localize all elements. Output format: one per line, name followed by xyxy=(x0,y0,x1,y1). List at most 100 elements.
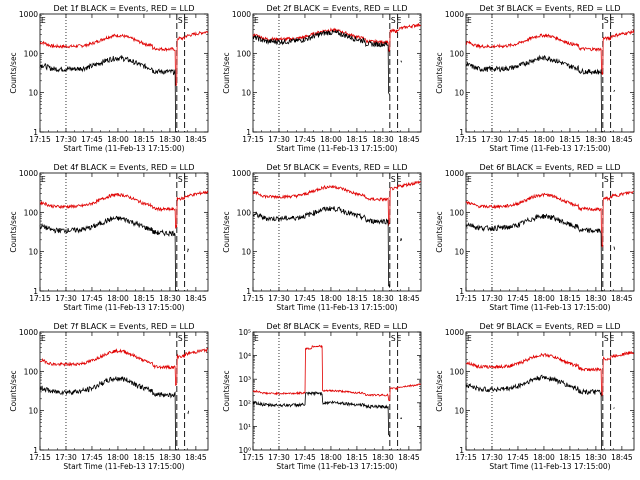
plot-frame xyxy=(465,13,635,133)
start-marker-label: S xyxy=(604,16,609,25)
x-tick-label: 18:30 xyxy=(585,453,607,462)
x-tick-label: 18:45 xyxy=(185,453,207,462)
end-marker-label: E xyxy=(397,175,402,184)
panel-det-5: Det 5f BLACK = Events, RED = LLD 1 10 100 10… xyxy=(222,163,422,312)
events-series-line xyxy=(252,29,402,96)
x-tick-label: 17:45 xyxy=(507,135,529,144)
x-tick-label: 18:45 xyxy=(398,294,420,303)
x-tick-label: 17:30 xyxy=(268,294,290,303)
plot-frame xyxy=(39,331,209,451)
x-axis-label: Start Time (11-Feb-13 17:15:00) xyxy=(63,303,184,312)
start-marker-label: S xyxy=(178,16,183,25)
x-tick-label: 17:30 xyxy=(55,294,77,303)
x-tick-label: 18:15 xyxy=(559,294,581,303)
y-tick-label: 10⁵ xyxy=(238,328,251,337)
y-tick-label: 1000 xyxy=(19,328,38,337)
y-tick-label: 100 xyxy=(24,367,39,376)
plot-frame xyxy=(465,331,635,451)
x-axis-label: Start Time (11-Feb-13 17:15:00) xyxy=(489,303,610,312)
panel-det-4: Det 4f BLACK = Events, RED = LLD 1 10 100 10… xyxy=(9,163,209,312)
panel-title: Det 5f BLACK = Events, RED = LLD xyxy=(266,163,407,172)
end-marker-label: E xyxy=(610,334,615,343)
x-axis-label: Start Time (11-Feb-13 17:15:00) xyxy=(276,303,397,312)
x-tick-label: 17:15 xyxy=(29,135,51,144)
panel-title: Det 1f BLACK = Events, RED = LLD xyxy=(53,4,194,13)
x-tick-label: 17:30 xyxy=(268,135,290,144)
start-marker-label: S xyxy=(604,175,609,184)
x-tick-label: 17:45 xyxy=(81,453,103,462)
y-tick-label: 1 xyxy=(459,287,464,296)
y-tick-label: 100 xyxy=(237,49,252,58)
x-tick-label: 17:15 xyxy=(455,453,477,462)
x-tick-label: 18:45 xyxy=(398,135,420,144)
events-series-line xyxy=(465,54,615,133)
start-marker-label: S xyxy=(604,334,609,343)
y-axis-label: Counts/sec xyxy=(9,370,18,411)
y-tick-label: 100 xyxy=(450,208,465,217)
start-marker-label: S xyxy=(391,175,396,184)
y-tick-label: 100 xyxy=(24,49,39,58)
y-tick-label: 1000 xyxy=(445,169,464,178)
x-tick-label: 18:15 xyxy=(346,294,368,303)
lld-series-line xyxy=(252,344,421,402)
panel-det-2: Det 2f BLACK = Events, RED = LLD 1 10 100 10… xyxy=(222,4,422,153)
x-tick-label: 17:45 xyxy=(507,453,529,462)
y-tick-label: 1000 xyxy=(19,10,38,19)
x-axis-label: Start Time (11-Feb-13 17:15:00) xyxy=(489,144,610,153)
y-axis-label: Counts/sec xyxy=(435,370,444,411)
x-axis-label: Start Time (11-Feb-13 17:15:00) xyxy=(489,462,610,471)
y-tick-label: 10⁰ xyxy=(238,446,251,455)
plot-frame xyxy=(252,172,422,292)
y-tick-label: 1 xyxy=(33,287,38,296)
events-series-line xyxy=(39,215,189,292)
x-tick-label: 18:30 xyxy=(372,453,394,462)
plot-frame xyxy=(39,172,209,292)
x-tick-label: 18:30 xyxy=(585,135,607,144)
x-tick-label: 18:00 xyxy=(533,294,555,303)
end-marker-label: E xyxy=(467,175,472,184)
start-marker-label: S xyxy=(391,16,396,25)
y-tick-label: 10⁴ xyxy=(238,352,251,361)
y-tick-label: 10 xyxy=(454,89,464,98)
x-tick-label: 18:30 xyxy=(372,294,394,303)
y-tick-label: 100 xyxy=(237,208,252,217)
x-tick-label: 18:45 xyxy=(611,135,633,144)
lld-series-line xyxy=(39,347,208,386)
x-tick-label: 18:45 xyxy=(611,453,633,462)
y-tick-label: 10 xyxy=(241,89,251,98)
x-tick-label: 18:30 xyxy=(159,453,181,462)
events-series-line xyxy=(39,54,189,133)
x-axis-label: Start Time (11-Feb-13 17:15:00) xyxy=(276,462,397,471)
x-tick-label: 17:15 xyxy=(29,294,51,303)
events-series-line xyxy=(465,213,615,292)
events-series-line xyxy=(252,390,402,437)
panel-title: Det 9f BLACK = Events, RED = LLD xyxy=(479,322,620,331)
end-marker-label: E xyxy=(41,16,46,25)
x-tick-label: 18:00 xyxy=(107,453,129,462)
y-tick-label: 10 xyxy=(454,407,464,416)
y-axis-label: Counts/sec xyxy=(222,370,231,411)
y-tick-label: 10¹ xyxy=(238,422,251,431)
lld-series-line xyxy=(465,29,635,75)
panel-title: Det 2f BLACK = Events, RED = LLD xyxy=(266,4,407,13)
y-tick-label: 10 xyxy=(454,248,464,257)
x-tick-label: 18:30 xyxy=(372,135,394,144)
end-marker-label: E xyxy=(254,175,259,184)
lld-series-line xyxy=(465,351,635,398)
y-axis-label: Counts/sec xyxy=(222,211,231,252)
plot-frame xyxy=(465,172,635,292)
y-tick-label: 1 xyxy=(246,287,251,296)
y-axis-label: Counts/sec xyxy=(222,52,231,93)
x-tick-label: 17:15 xyxy=(29,453,51,462)
x-tick-label: 17:15 xyxy=(242,294,264,303)
x-tick-label: 17:15 xyxy=(242,135,264,144)
panel-det-1: Det 1f BLACK = Events, RED = LLD 1 10 100 10… xyxy=(9,4,209,153)
start-marker-label: S xyxy=(178,175,183,184)
start-marker-label: S xyxy=(391,334,396,343)
start-marker-label: S xyxy=(178,334,183,343)
y-axis-label: Counts/sec xyxy=(9,52,18,93)
lld-series-line xyxy=(465,190,634,248)
x-tick-label: 18:30 xyxy=(159,294,181,303)
end-marker-label: E xyxy=(254,16,259,25)
x-tick-label: 18:15 xyxy=(133,453,155,462)
